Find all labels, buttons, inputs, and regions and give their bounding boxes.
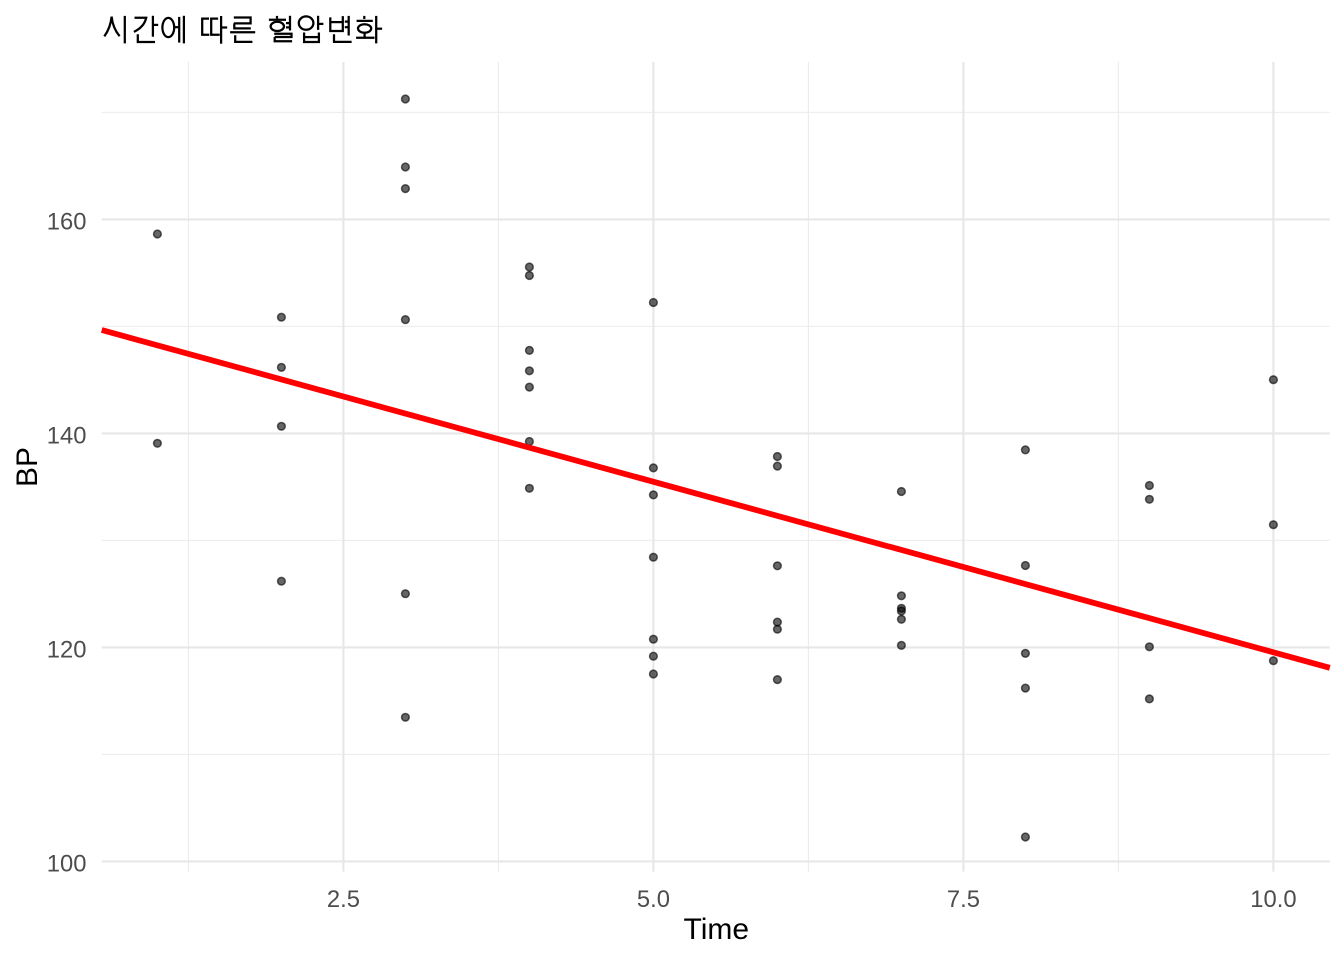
svg-text:5.0: 5.0 xyxy=(637,886,670,913)
svg-text:10.0: 10.0 xyxy=(1250,886,1296,913)
svg-text:2.5: 2.5 xyxy=(327,886,360,913)
svg-text:BP: BP xyxy=(11,447,44,487)
svg-text:160: 160 xyxy=(47,209,87,236)
svg-text:120: 120 xyxy=(47,637,87,664)
svg-text:Time: Time xyxy=(684,913,750,946)
svg-text:140: 140 xyxy=(47,423,87,450)
svg-text:7.5: 7.5 xyxy=(947,886,980,913)
svg-text:100: 100 xyxy=(47,851,87,878)
